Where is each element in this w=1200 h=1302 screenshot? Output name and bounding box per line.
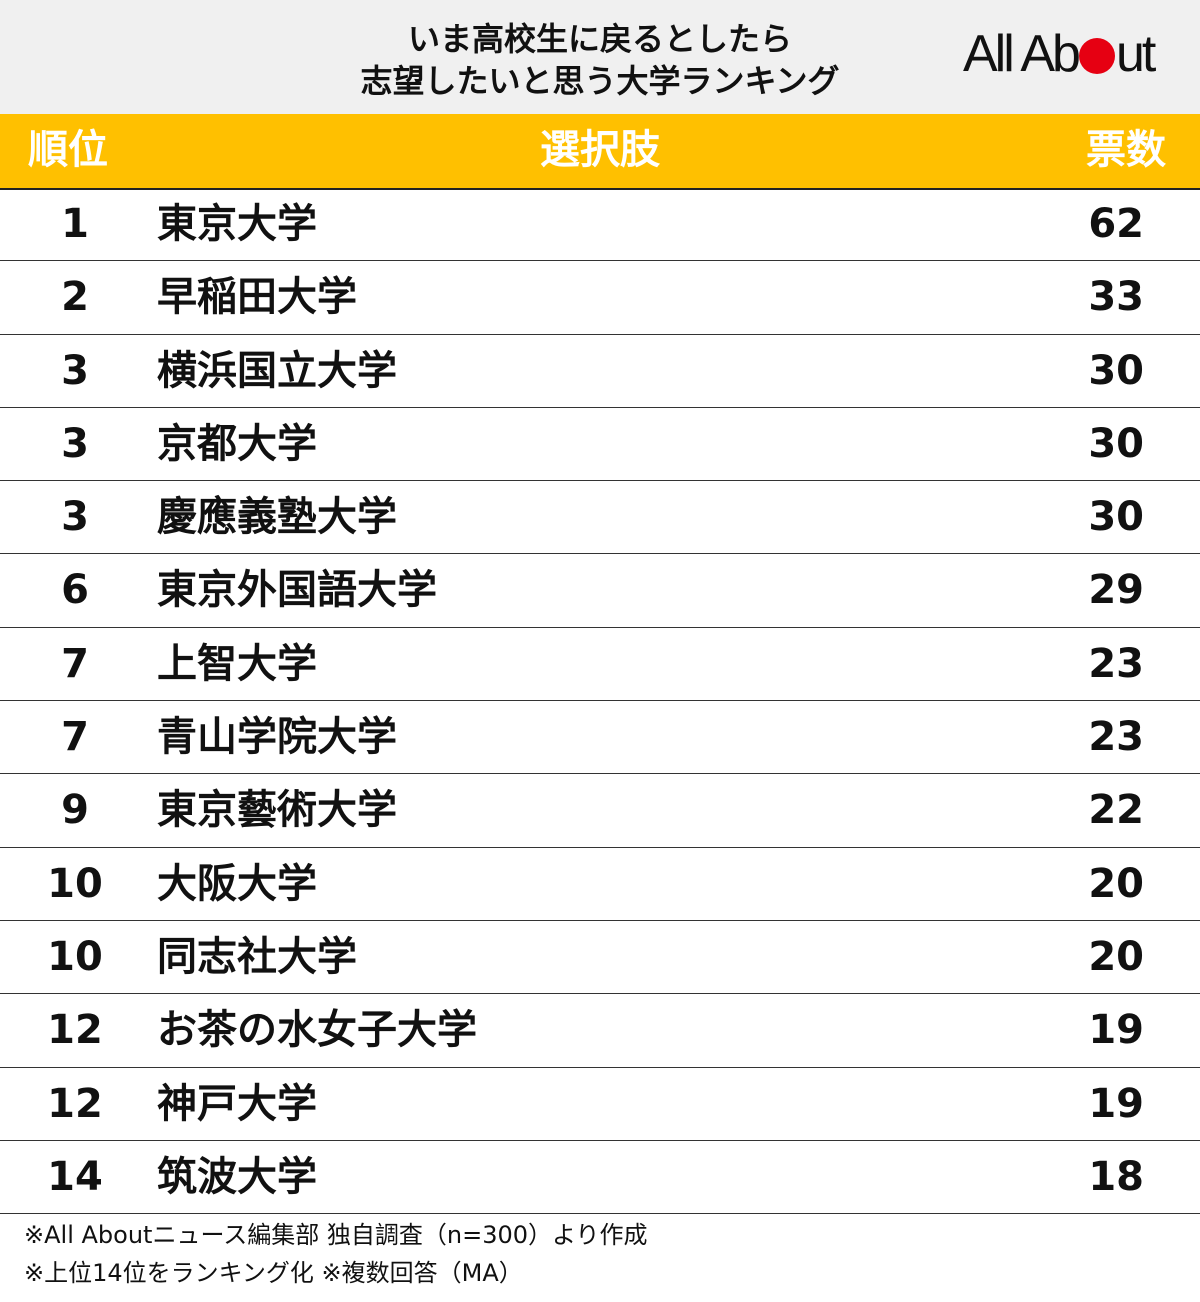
page-title: いま高校生に戻るとしたら 志望したいと思う大学ランキング [0, 18, 1200, 102]
university-name-cell: 東京外国語大学 [157, 567, 437, 614]
rank-cell: 7 [61, 640, 89, 687]
table-row: 6 東京外国語大学 29 [0, 554, 1200, 628]
table-row: 12 神戸大学 19 [0, 1068, 1200, 1141]
votes-cell: 23 [1088, 714, 1144, 761]
votes-cell: 20 [1088, 860, 1144, 907]
votes-cell: 19 [1088, 1080, 1144, 1127]
university-name-cell: 青山学院大学 [157, 714, 397, 761]
university-name-cell: 神戸大学 [157, 1080, 317, 1127]
table-header: 選択肢 順位 票数 [0, 114, 1200, 190]
rank-cell: 3 [61, 494, 89, 541]
university-name-cell: お茶の水女子大学 [157, 1007, 477, 1054]
table-row: 1 東京大学 62 [0, 188, 1200, 262]
footnote-method: ※上位14位をランキング化 ※複数回答（MA） [24, 1259, 523, 1287]
logo-red-dot-icon [1078, 38, 1115, 74]
ranking-table-body: 1 東京大学 62 2 早稲田大学 33 3 横浜国立大学 30 3 京都大学 30 3 慶應義塾… [0, 188, 1200, 1215]
table-row: 3 横浜国立大学 30 [0, 335, 1200, 408]
votes-cell: 62 [1088, 201, 1144, 247]
university-name-cell: 筑波大学 [157, 1153, 317, 1200]
votes-cell: 18 [1088, 1153, 1144, 1200]
university-name-cell: 上智大学 [157, 640, 317, 687]
rank-cell: 14 [47, 1153, 103, 1200]
university-name-cell: 東京藝術大学 [157, 787, 397, 834]
rank-cell: 9 [61, 787, 89, 834]
rank-cell: 10 [47, 860, 103, 907]
footnote-source: ※All Aboutニュース編集部 独自調査（n=300）より作成 [24, 1221, 648, 1249]
title-line-2: 志望したいと思う大学ランキング [360, 62, 840, 100]
table-row: 3 慶應義塾大学 30 [0, 481, 1200, 555]
logo-text-right: ut [1115, 25, 1156, 83]
rank-cell: 12 [47, 1080, 103, 1127]
rank-cell: 10 [47, 933, 103, 980]
table-row: 3 京都大学 30 [0, 408, 1200, 482]
table-row: 9 東京藝術大学 22 [0, 774, 1200, 848]
table-row: 7 青山学院大学 23 [0, 701, 1200, 775]
university-name-cell: 大阪大学 [157, 860, 317, 907]
table-row: 14 筑波大学 18 [0, 1141, 1200, 1215]
university-name-cell: 慶應義塾大学 [157, 494, 397, 541]
footnotes: ※All Aboutニュース編集部 独自調査（n=300）より作成 ※上位14位… [24, 1216, 648, 1292]
table-row: 12 お茶の水女子大学 19 [0, 994, 1200, 1068]
rank-cell: 12 [47, 1007, 103, 1054]
rank-cell: 6 [61, 567, 89, 614]
university-name-cell: 東京大学 [157, 201, 317, 247]
rank-cell: 1 [61, 201, 89, 247]
table-row: 10 大阪大学 20 [0, 848, 1200, 921]
votes-cell: 30 [1088, 347, 1144, 394]
allabout-logo: All Ab ut [963, 26, 1183, 82]
rank-cell: 3 [61, 420, 89, 467]
table-row: 7 上智大学 23 [0, 628, 1200, 702]
university-name-cell: 同志社大学 [157, 933, 357, 980]
university-name-cell: 横浜国立大学 [157, 347, 397, 394]
title-line-1: いま高校生に戻るとしたら [407, 20, 792, 58]
title-banner: いま高校生に戻るとしたら 志望したいと思う大学ランキング All Ab ut [0, 0, 1200, 114]
column-header-votes: 票数 [1086, 127, 1166, 173]
rank-cell: 3 [61, 347, 89, 394]
logo-text-left: All Ab [963, 25, 1081, 83]
column-header-choice: 選択肢 [540, 127, 660, 173]
votes-cell: 19 [1088, 1007, 1144, 1054]
votes-cell: 20 [1088, 933, 1144, 980]
votes-cell: 29 [1088, 567, 1144, 614]
votes-cell: 30 [1088, 420, 1144, 467]
votes-cell: 23 [1088, 640, 1144, 687]
university-name-cell: 早稲田大学 [157, 274, 357, 321]
votes-cell: 33 [1088, 274, 1144, 321]
votes-cell: 22 [1088, 787, 1144, 834]
university-name-cell: 京都大学 [157, 420, 317, 467]
rank-cell: 2 [61, 274, 89, 321]
votes-cell: 30 [1088, 494, 1144, 541]
table-row: 10 同志社大学 20 [0, 921, 1200, 995]
column-header-rank: 順位 [28, 127, 108, 173]
rank-cell: 7 [61, 714, 89, 761]
table-row: 2 早稲田大学 33 [0, 261, 1200, 335]
